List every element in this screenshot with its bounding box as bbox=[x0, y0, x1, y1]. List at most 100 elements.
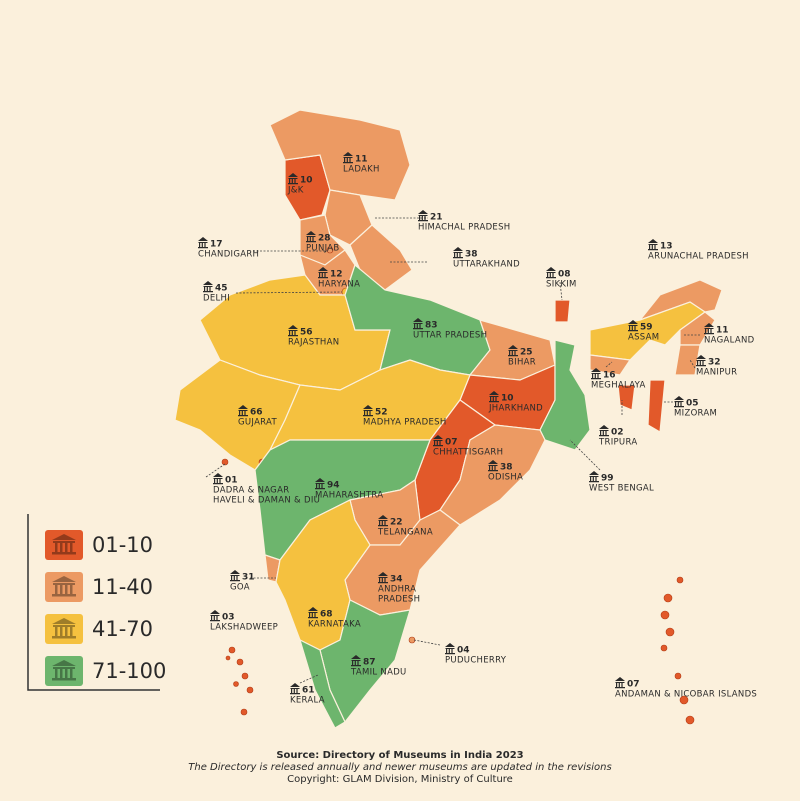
leader-line bbox=[559, 281, 563, 301]
territory-dot bbox=[679, 695, 689, 705]
legend: 01-10 11-40 41-70 71-100 bbox=[27, 514, 166, 691]
state-name: GUJARAT bbox=[238, 418, 277, 428]
museum-count: 12 bbox=[330, 270, 343, 280]
territory-dot bbox=[233, 681, 239, 687]
museum-icon bbox=[198, 237, 208, 249]
museum-icon bbox=[210, 610, 220, 622]
museum-icon bbox=[378, 515, 388, 527]
state-name: ANDAMAN & NICOBAR ISLANDS bbox=[615, 690, 757, 700]
state-name: ARUNACHAL PRADESH bbox=[648, 252, 749, 262]
museum-count: 68 bbox=[320, 610, 333, 620]
territory-dot bbox=[241, 672, 249, 680]
state-shape bbox=[269, 109, 411, 201]
museum-icon bbox=[318, 267, 328, 279]
territory-dot bbox=[665, 627, 675, 637]
state-name: SIKKIM bbox=[546, 280, 577, 290]
museum-icon bbox=[378, 572, 388, 584]
state-name: PRADESH bbox=[378, 595, 420, 605]
museum-icon bbox=[628, 320, 638, 332]
state-name: WEST BENGAL bbox=[589, 484, 654, 494]
museum-icon bbox=[288, 173, 298, 185]
museum-icon bbox=[238, 405, 248, 417]
state-name: HIMACHAL PRADESH bbox=[418, 223, 510, 233]
state-shapes bbox=[174, 109, 723, 729]
state-name: KERALA bbox=[290, 696, 325, 706]
state-name: LAKSHADWEEP bbox=[210, 623, 278, 633]
legend-icon bbox=[52, 660, 76, 681]
museum-icon bbox=[674, 396, 684, 408]
state-name: TAMIL NADU bbox=[350, 668, 407, 678]
museum-count: 03 bbox=[222, 613, 235, 623]
museum-icon bbox=[203, 281, 213, 293]
legend-label: 71-100 bbox=[92, 659, 166, 683]
museum-count: 59 bbox=[640, 323, 653, 333]
museum-count: 22 bbox=[390, 518, 403, 528]
source-title: Source: Directory of Museums in India 20… bbox=[276, 750, 523, 761]
museum-count: 17 bbox=[210, 240, 223, 250]
museum-count: 05 bbox=[686, 399, 699, 409]
state-name: DADRA & NAGAR bbox=[213, 486, 289, 496]
legend-swatch bbox=[45, 572, 83, 602]
state-name: PUDUCHERRY bbox=[445, 656, 507, 666]
museum-icon bbox=[343, 152, 353, 164]
state-shape bbox=[299, 638, 346, 729]
museum-count: 61 bbox=[302, 686, 315, 696]
museum-count: 07 bbox=[445, 438, 458, 448]
museum-icon bbox=[290, 683, 300, 695]
state-name: ASSAM bbox=[628, 333, 659, 343]
museum-icon bbox=[433, 435, 443, 447]
museum-icon bbox=[591, 368, 601, 380]
state-shape bbox=[539, 339, 591, 451]
state-name: LADAKH bbox=[343, 165, 380, 175]
museum-icon bbox=[488, 460, 498, 472]
leader-line bbox=[205, 463, 226, 478]
museum-icon bbox=[508, 345, 518, 357]
territory-dot bbox=[326, 246, 334, 254]
museum-count: 38 bbox=[465, 250, 478, 260]
source-copyright: Copyright: GLAM Division, Ministry of Cu… bbox=[287, 774, 513, 785]
museum-count: 02 bbox=[611, 428, 624, 438]
state-name: J&K bbox=[287, 186, 304, 196]
legend-label: 01-10 bbox=[92, 533, 153, 557]
museum-icon bbox=[489, 391, 499, 403]
museum-icon bbox=[546, 267, 556, 279]
legend-icon bbox=[52, 534, 76, 555]
state-name: MAHARASHTRA bbox=[315, 491, 383, 501]
museum-icon bbox=[213, 473, 223, 485]
museum-count: 10 bbox=[300, 176, 313, 186]
legend-swatch bbox=[45, 530, 83, 560]
state-name: MANIPUR bbox=[696, 368, 737, 378]
state-name: KARNATAKA bbox=[308, 620, 361, 630]
museum-count: 56 bbox=[300, 328, 313, 338]
museum-icon bbox=[704, 323, 714, 335]
museum-count: 04 bbox=[457, 646, 470, 656]
state-name: RAJASTHAN bbox=[288, 338, 339, 348]
state-name: UTTAR PRADESH bbox=[413, 331, 487, 341]
museum-count: 13 bbox=[660, 242, 673, 252]
state-name: BIHAR bbox=[508, 358, 536, 368]
territory-dot bbox=[246, 686, 254, 694]
museum-count: 25 bbox=[520, 348, 533, 358]
museum-count: 31 bbox=[242, 573, 255, 583]
legend-icon bbox=[52, 618, 76, 639]
legend-swatch bbox=[45, 656, 83, 686]
museum-icon bbox=[418, 210, 428, 222]
museum-icon bbox=[648, 239, 658, 251]
museum-count: 10 bbox=[501, 394, 514, 404]
territory-dot bbox=[228, 646, 236, 654]
museum-icon bbox=[615, 677, 625, 689]
museum-icon bbox=[306, 231, 316, 243]
leader-line bbox=[569, 439, 601, 471]
state-name: NAGALAND bbox=[704, 336, 755, 346]
museum-count: 52 bbox=[375, 408, 388, 418]
museum-count: 34 bbox=[390, 575, 403, 585]
museum-count: 21 bbox=[430, 213, 443, 223]
museum-count: 45 bbox=[215, 284, 228, 294]
museum-icon bbox=[445, 643, 455, 655]
territory-dot bbox=[685, 715, 695, 725]
legend-swatch bbox=[45, 614, 83, 644]
museum-count: 11 bbox=[355, 155, 368, 165]
state-name: UTTARAKHAND bbox=[453, 260, 520, 270]
